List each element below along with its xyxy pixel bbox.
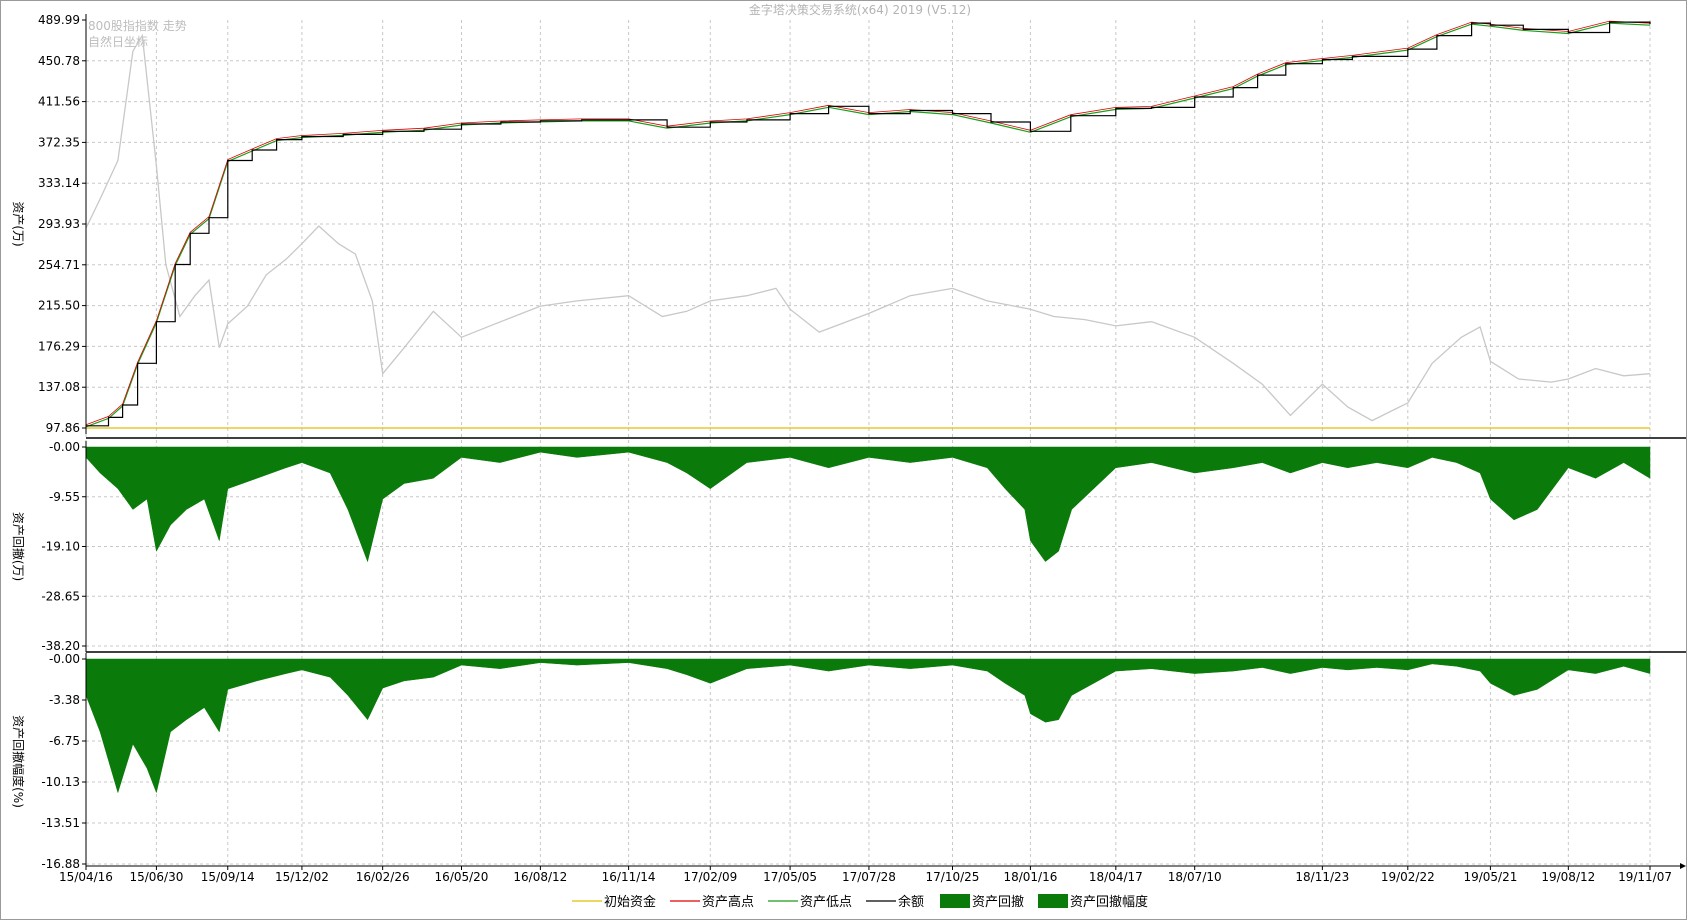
y-tick-label: 97.86	[46, 421, 80, 435]
y-tick-label: -6.75	[49, 734, 80, 748]
x-tick-label: 16/05/20	[435, 870, 489, 884]
y-tick-label: 176.29	[38, 339, 80, 353]
legend-label: 初始资金	[604, 894, 656, 910]
y-tick-label: -13.51	[41, 816, 80, 830]
x-tick-label: 15/09/14	[201, 870, 255, 884]
y-tick-label: -19.10	[41, 540, 80, 554]
x-tick-label: 17/10/25	[926, 870, 980, 884]
x-tick-label: 16/08/12	[513, 870, 567, 884]
y-tick-label: 293.93	[38, 217, 80, 231]
x-tick-label: 19/08/12	[1541, 870, 1595, 884]
y-tick-label: -0.00	[49, 440, 80, 454]
y-tick-label: -38.20	[41, 639, 80, 653]
legend-label: 资产高点	[702, 894, 754, 910]
y-tick-label: -3.38	[49, 693, 80, 707]
x-tick-label: 15/04/16	[59, 870, 113, 884]
y-tick-label: 215.50	[38, 299, 80, 313]
x-tick-label: 15/12/02	[275, 870, 329, 884]
x-tick-label: 16/11/14	[602, 870, 656, 884]
x-tick-label: 18/04/17	[1089, 870, 1143, 884]
y-tick-label: 489.99	[38, 13, 80, 27]
legend-label: 资产回撤幅度	[1070, 894, 1148, 910]
index-name-label: 800股指指数 走势	[88, 18, 187, 33]
x-tick-label: 19/05/21	[1463, 870, 1517, 884]
x-tick-label: 17/02/09	[683, 870, 737, 884]
x-tick-label: 17/07/28	[842, 870, 896, 884]
legend-label: 余额	[898, 894, 924, 910]
legend-swatch-box	[940, 894, 970, 908]
y-axis-title: 资产回撤幅度(%)	[11, 715, 26, 808]
y-tick-label: 254.71	[38, 258, 80, 272]
y-tick-label: 450.78	[38, 54, 80, 68]
y-tick-label: 411.56	[38, 95, 80, 109]
legend-swatch-box	[1038, 894, 1068, 908]
y-tick-label: -0.00	[49, 652, 80, 666]
x-tick-label: 18/01/16	[1003, 870, 1057, 884]
y-axis-title: 资产回撤(万)	[11, 512, 26, 581]
x-tick-label: 18/07/10	[1168, 870, 1222, 884]
y-tick-label: -10.13	[41, 775, 80, 789]
y-tick-label: -16.88	[41, 857, 80, 871]
x-tick-label: 16/02/26	[356, 870, 410, 884]
y-tick-label: -28.65	[41, 589, 80, 603]
window-title: 金字塔决策交易系统(x64) 2019 (V5.12)	[749, 2, 971, 17]
y-tick-label: 333.14	[38, 176, 80, 190]
y-tick-label: 137.08	[38, 380, 80, 394]
x-tick-label: 15/06/30	[129, 870, 183, 884]
x-tick-label: 19/02/22	[1381, 870, 1435, 884]
y-axis-title: 资产(万)	[11, 201, 25, 246]
legend-label: 资产低点	[800, 895, 852, 910]
y-tick-label: 372.35	[38, 135, 80, 149]
legend-label: 资产回撤	[972, 894, 1024, 910]
x-tick-label: 17/05/05	[763, 870, 817, 884]
x-tick-label: 19/11/07	[1618, 870, 1672, 884]
x-tick-label: 18/11/23	[1295, 870, 1349, 884]
y-tick-label: -9.55	[49, 490, 80, 504]
